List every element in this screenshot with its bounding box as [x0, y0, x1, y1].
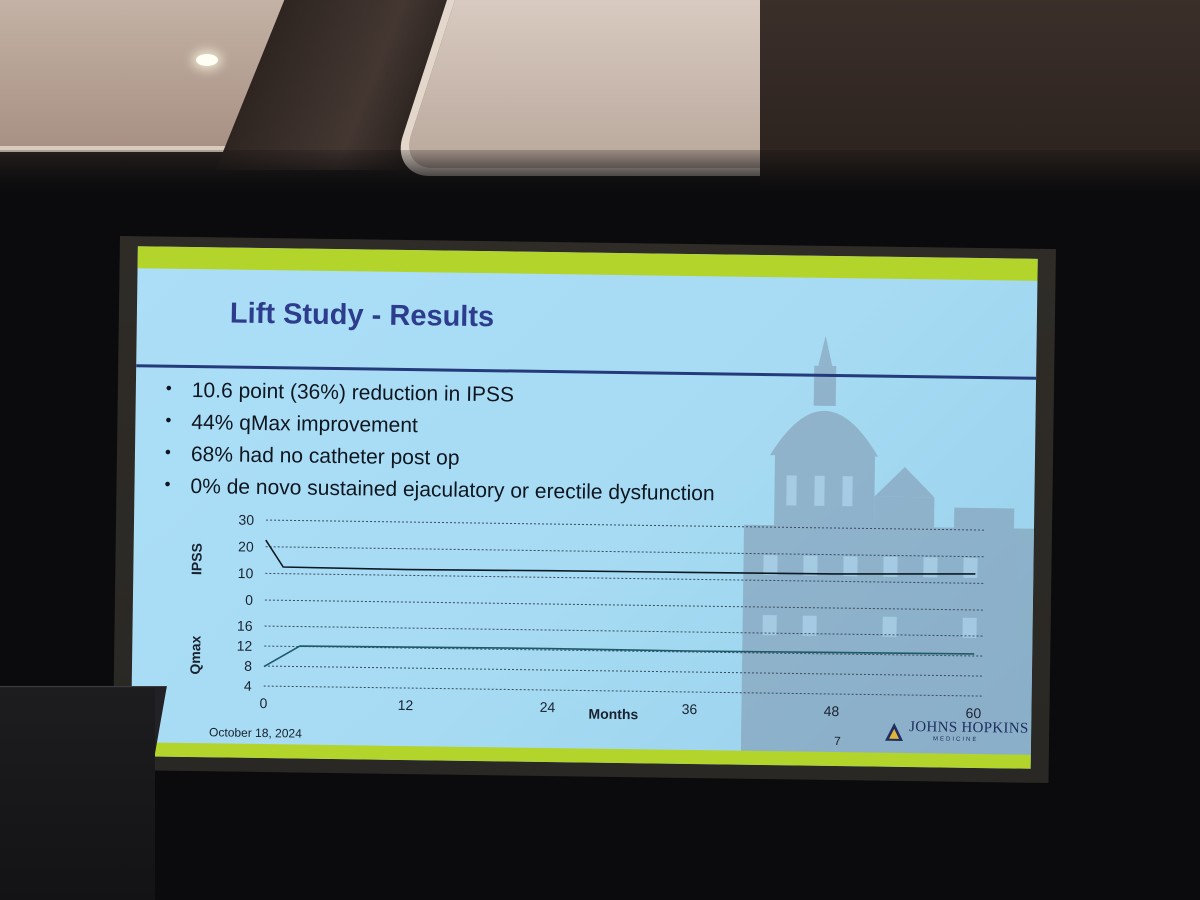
- gridline: [265, 572, 986, 584]
- ceiling-light: [196, 54, 218, 66]
- x-tick-label: 48: [824, 703, 840, 719]
- y-tick-label: 30: [238, 512, 254, 528]
- y-axis-label: Qmax: [187, 635, 204, 674]
- x-tick-label: 60: [966, 705, 982, 721]
- slide-page-number: 7: [833, 734, 841, 749]
- y-tick-label: 8: [244, 658, 252, 674]
- gridline: [263, 685, 984, 697]
- logo-name: JOHNS HOPKINS: [909, 719, 1029, 737]
- series-line-qmax: [263, 645, 975, 668]
- johns-hopkins-logo: JOHNS HOPKINS MEDICINE: [883, 719, 1029, 749]
- gridline: [265, 546, 986, 558]
- screen-border: [0, 150, 1200, 210]
- y-tick-label: 10: [238, 565, 254, 581]
- logo-subtitle: MEDICINE: [933, 736, 979, 744]
- slide-content: Lift Study - Results 10.6 point (36%) re…: [130, 246, 1038, 769]
- y-tick-label: 4: [244, 678, 252, 694]
- shield-icon: [885, 722, 904, 741]
- gridline: [264, 665, 984, 677]
- y-axis-label: IPSS: [188, 543, 204, 575]
- y-tick-label: 0: [245, 592, 253, 608]
- gridline: [266, 519, 986, 531]
- x-tick-label: 12: [398, 697, 414, 713]
- series-line-ipss: [265, 539, 976, 575]
- gridline: [264, 625, 985, 637]
- x-tick-label: 36: [682, 701, 698, 717]
- x-tick-label: 0: [259, 695, 267, 711]
- lectern: [0, 688, 155, 900]
- gridline: [264, 645, 985, 657]
- bullet-list: 10.6 point (36%) reduction in IPSS 44% q…: [164, 379, 716, 515]
- y-tick-label: 12: [237, 638, 253, 654]
- slide-title: Lift Study - Results: [229, 297, 495, 334]
- y-tick-label: 16: [237, 618, 253, 634]
- accent-bar-top: [137, 246, 1038, 281]
- gridline: [264, 599, 985, 611]
- y-tick-label: 20: [238, 538, 254, 554]
- x-tick-label: 24: [540, 699, 556, 715]
- x-axis-label: Months: [588, 706, 638, 723]
- slide-date: October 18, 2024: [208, 725, 302, 741]
- projected-slide: Lift Study - Results 10.6 point (36%) re…: [112, 236, 1056, 784]
